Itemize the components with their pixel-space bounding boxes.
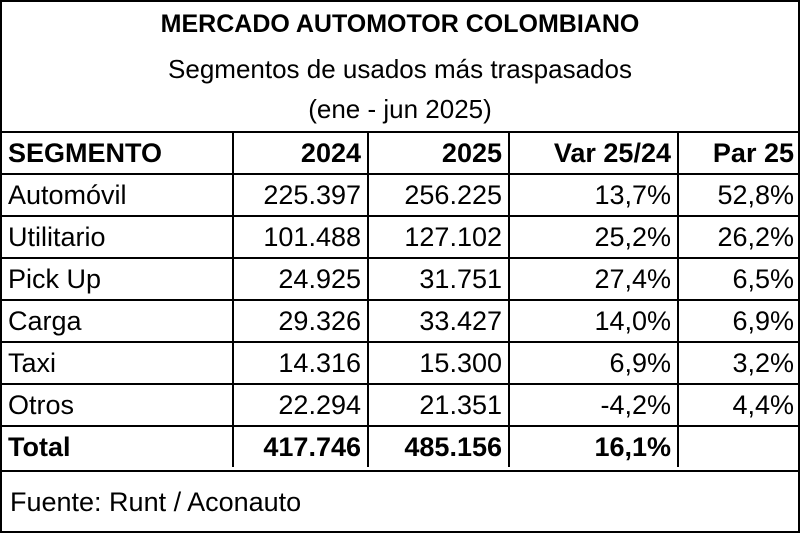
row-label: Otros — [2, 383, 232, 425]
table-cell: 4,4% — [677, 383, 798, 425]
table-cell: 21.351 — [367, 383, 508, 425]
table-cell: 25,2% — [508, 215, 677, 257]
table-cell: 6,9% — [508, 341, 677, 383]
table-cell: 26,2% — [677, 215, 798, 257]
source-note: Fuente: Runt / Aconauto — [2, 470, 798, 531]
row-label: Automóvil — [2, 173, 232, 215]
table-cell: 6,5% — [677, 257, 798, 299]
table-cell: 14,0% — [508, 299, 677, 341]
table-cell: 101.488 — [232, 215, 367, 257]
subtitle: Segmentos de usados más traspasados — [168, 54, 632, 84]
row-label: Utilitario — [2, 215, 232, 257]
table-cell: 14.316 — [232, 341, 367, 383]
column-header: Var 25/24 — [508, 131, 677, 173]
table-cell: 225.397 — [232, 173, 367, 215]
table-cell: 29.326 — [232, 299, 367, 341]
table-cell: 15.300 — [367, 341, 508, 383]
table-cell: 33.427 — [367, 299, 508, 341]
row-label: Pick Up — [2, 257, 232, 299]
column-header: 2024 — [232, 131, 367, 173]
table-cell: 31.751 — [367, 257, 508, 299]
period: (ene - jun 2025) — [308, 94, 492, 124]
table-cell: -4,2% — [508, 383, 677, 425]
column-header: SEGMENTO — [2, 131, 232, 173]
title: MERCADO AUTOMOTOR COLOMBIANO — [160, 10, 640, 38]
table-cell: 22.294 — [232, 383, 367, 425]
column-header: 2025 — [367, 131, 508, 173]
total-cell: 485.156 — [367, 425, 508, 467]
column-header: Par 25 — [677, 131, 798, 173]
total-cell: 16,1% — [508, 425, 677, 467]
table-cell: 13,7% — [508, 173, 677, 215]
row-label: Taxi — [2, 341, 232, 383]
table-cell: 3,2% — [677, 341, 798, 383]
table-cell: 24.925 — [232, 257, 367, 299]
table-cell: 52,8% — [677, 173, 798, 215]
total-cell: Total — [2, 425, 232, 467]
table-cell: 6,9% — [677, 299, 798, 341]
empty-cell — [677, 425, 798, 467]
table-cell: 27,4% — [508, 257, 677, 299]
table-cell: 127.102 — [367, 215, 508, 257]
table-cell: 256.225 — [367, 173, 508, 215]
row-label: Carga — [2, 299, 232, 341]
total-cell: 417.746 — [232, 425, 367, 467]
